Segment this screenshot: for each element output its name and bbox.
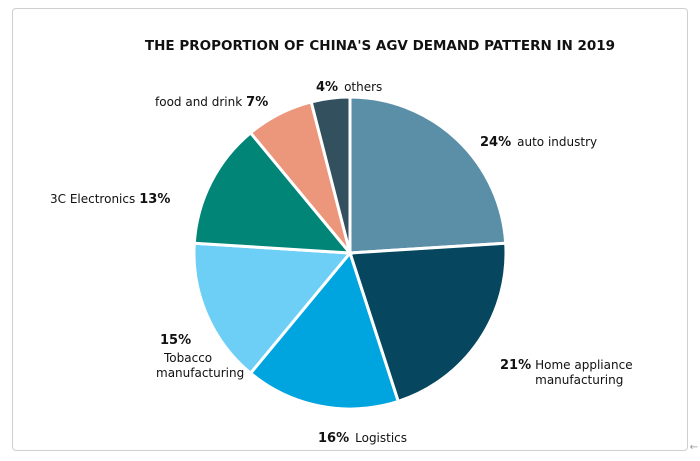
pie-slice-5: [192, 130, 354, 255]
slice-label-2-name-2: manufacturing: [535, 373, 623, 387]
slice-label-3-pct: 16%: [318, 431, 349, 446]
slice-label-1-pct: 24%: [480, 135, 511, 150]
pie-slice-4: [192, 241, 354, 376]
pie-slice-1: [348, 95, 508, 255]
slice-label-2-name-1: Home appliance: [535, 358, 632, 372]
slice-label-6-pct: 7%: [246, 95, 268, 110]
slice-label-4-name-1: Tobacco: [163, 351, 212, 365]
corner-arrow-icon: ←: [689, 442, 698, 453]
slice-label-1-name: auto industry: [517, 135, 597, 149]
pie-slice-2: [347, 241, 508, 404]
slice-label-7-pct: 4%: [316, 80, 338, 95]
slice-label-4-name-2: manufacturing: [156, 366, 244, 380]
slice-label-6-name: food and drink: [155, 95, 242, 109]
pie-slice-3: [248, 249, 401, 411]
chart-title: THE PROPORTION OF CHINA'S AGV DEMAND PAT…: [145, 38, 615, 54]
pie-slices: [192, 95, 508, 411]
slice-label-4-pct: 15%: [160, 333, 191, 348]
slice-label-2-pct: 21%: [500, 358, 531, 373]
slice-label-5-pct: 13%: [139, 192, 170, 207]
slice-label-3-name: Logistics: [355, 431, 407, 445]
slice-label-7-name: others: [344, 80, 382, 94]
slice-label-5-name: 3C Electronics: [50, 192, 135, 206]
pie-slice-7: [309, 95, 352, 254]
